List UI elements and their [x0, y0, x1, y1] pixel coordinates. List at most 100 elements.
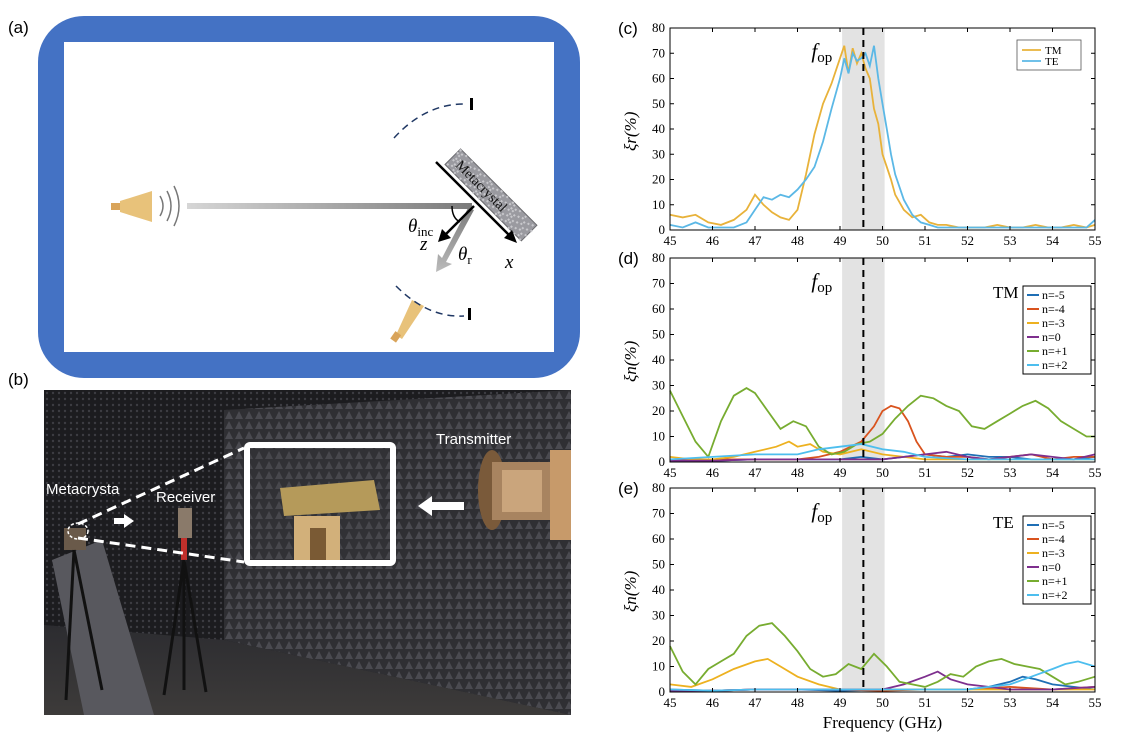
x-tick-label: 51 [919, 695, 932, 710]
legend-label: n=-5 [1042, 518, 1065, 532]
x-tick-label: 47 [749, 233, 763, 248]
series-line-n0 [670, 450, 1096, 462]
absorber-spike [309, 318, 337, 352]
x-tick-label: 55 [1089, 695, 1102, 710]
y-axis-label: ξn(%) [621, 340, 640, 382]
x-axis-line [435, 161, 513, 239]
absorber-spike [524, 211, 554, 240]
x-tick-label: 53 [1004, 233, 1017, 248]
absorber-spike [145, 318, 173, 352]
photo-label-metacrystal: Metacrysta [46, 481, 120, 498]
absorber-spike [64, 211, 94, 240]
incident-beam [187, 203, 472, 209]
panel-label-a: (a) [8, 18, 29, 37]
theta-inc-label: θinc [408, 216, 433, 239]
lower-rotation-arc [395, 285, 465, 317]
absorber-spike [281, 318, 309, 352]
fop-label: fop [811, 269, 832, 296]
series-line-n+1 [669, 622, 1096, 688]
x-tick-label: 54 [1046, 465, 1060, 480]
absorber-spike [227, 318, 255, 352]
theta-r-label: θr [458, 244, 472, 267]
x-tick-label: 46 [706, 465, 720, 480]
absorber-spike [499, 42, 527, 76]
y-tick-label: 50 [652, 327, 665, 342]
x-tick-label: 51 [919, 465, 932, 480]
absorber-spike [524, 154, 554, 183]
y-tick-label: 30 [652, 146, 665, 161]
absorber-spike [200, 42, 228, 76]
absorber-spike [64, 126, 94, 155]
absorber-spike [145, 42, 173, 76]
absorber-spike [64, 98, 94, 127]
absorber-spike [472, 42, 500, 76]
absorber-spike [91, 42, 119, 76]
y-tick-label: 80 [652, 480, 665, 495]
y-tick-label: 40 [652, 352, 665, 367]
reflected-beam [436, 208, 474, 272]
x-tick-label: 52 [961, 233, 974, 248]
chart-c: 45 46 47 48 49 50 51 52 53 54 55 0 10 20 30 40 50 60 70 80 ξ… [618, 19, 1102, 248]
x-axis-label: Frequency (GHz) [823, 713, 942, 732]
y-tick-label: 50 [652, 557, 665, 572]
y-axis-label: ξn(%) [621, 570, 640, 612]
legend-label: n=-3 [1042, 546, 1065, 560]
series-line-TM [669, 45, 1096, 229]
y-tick-label: 40 [652, 121, 665, 136]
x-tick-label: 53 [1004, 695, 1017, 710]
panel-label-e: (e) [618, 479, 639, 498]
x-tick-label: 45 [664, 465, 677, 480]
legend-label: n=+1 [1042, 344, 1068, 358]
absorber-spikes [64, 42, 554, 352]
x-tick-label: 48 [791, 233, 804, 248]
metacrystal-slab [444, 148, 538, 242]
y-tick-label: 20 [652, 172, 665, 187]
legend-label: n=+2 [1042, 358, 1068, 372]
absorber-spike [64, 295, 94, 324]
photo-label-transmitter: Transmitter [436, 431, 511, 448]
fop-label: fop [811, 499, 832, 526]
y-tick-label: 50 [652, 96, 665, 111]
absorber-spike [524, 126, 554, 155]
legend-label: n=-3 [1042, 316, 1065, 330]
y-axis-label: ξr(%) [621, 111, 640, 151]
legend-box [1016, 39, 1082, 71]
y-tick-label: 60 [652, 531, 665, 546]
fop-label: fop [811, 39, 832, 66]
absorber-spike [254, 318, 282, 352]
upper-rotation-arc [393, 103, 465, 139]
absorber-spike [472, 318, 500, 352]
y-tick-label: 70 [652, 506, 665, 521]
absorber-spike [200, 318, 228, 352]
measurement-setup-photo: Metacrysta Receiver Transmitter [44, 390, 571, 715]
photo-label-receiver: Receiver [156, 489, 215, 506]
legend-label: n=0 [1042, 560, 1061, 574]
legend-box [1022, 515, 1092, 605]
absorber-spike [499, 318, 527, 352]
y-tick-label: 10 [652, 659, 665, 674]
absorber-spike [172, 42, 201, 76]
x-axis-arrow-icon [504, 230, 517, 243]
absorber-spike [309, 42, 337, 76]
y-tick-label: 10 [652, 197, 665, 212]
receiver-arrow-icon [114, 514, 134, 528]
x-tick-label: 49 [834, 465, 847, 480]
x-tick-label: 48 [791, 695, 804, 710]
z-axis-arrow-icon [438, 229, 451, 242]
metacrystal-inset [244, 442, 396, 566]
y-tick-label: 0 [659, 684, 666, 699]
receiver-tripod [162, 508, 208, 696]
x-tick-label: 47 [749, 695, 763, 710]
y-tick-label: 30 [652, 608, 665, 623]
x-tick-label: 54 [1046, 695, 1060, 710]
x-tick-label: 50 [876, 695, 889, 710]
series-line-n+2 [669, 443, 1095, 461]
y-tick-label: 30 [652, 378, 665, 393]
y-tick-label: 60 [652, 71, 665, 86]
y-tick-label: 40 [652, 582, 665, 597]
panel-label-d: (d) [618, 249, 639, 268]
absorber-spike [64, 70, 94, 99]
absorber-spike [390, 42, 418, 76]
y-tick-label: 20 [652, 403, 665, 418]
